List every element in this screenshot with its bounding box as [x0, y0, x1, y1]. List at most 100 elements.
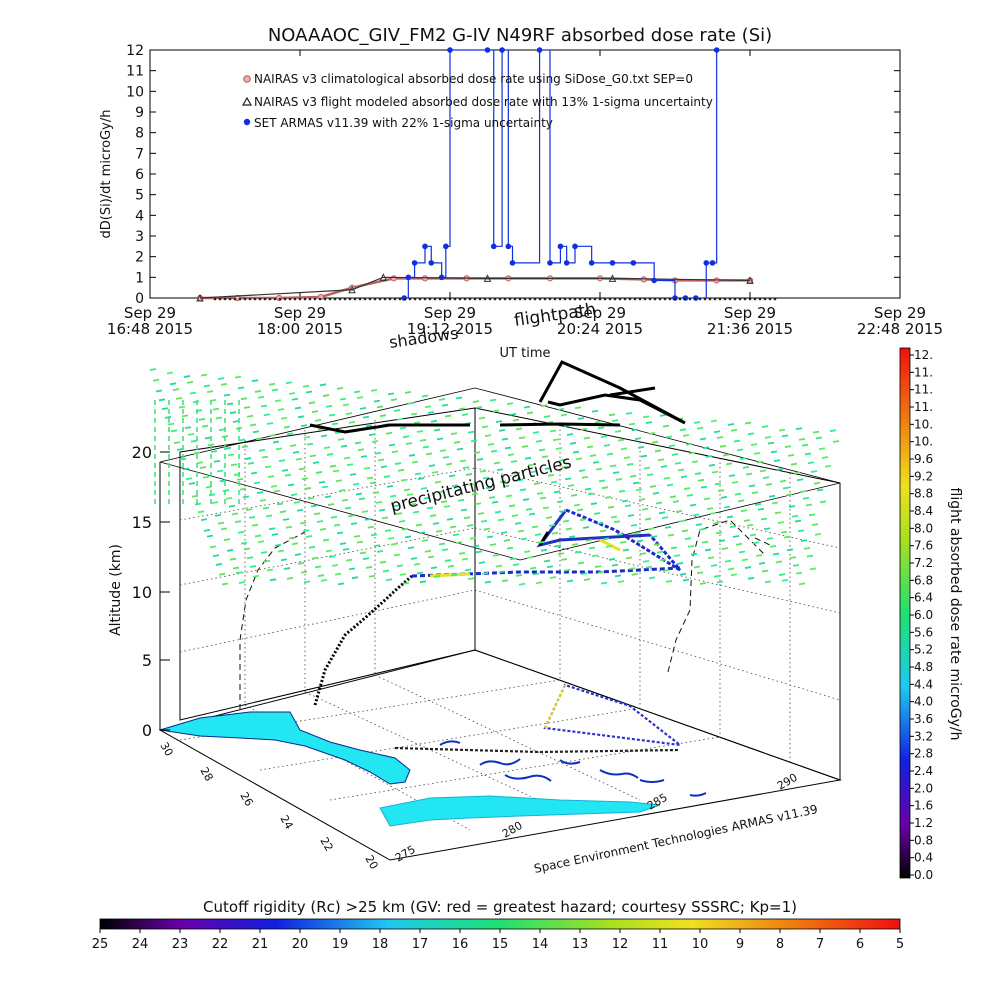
particle-mark: [582, 526, 590, 529]
particle-mark: [303, 580, 311, 584]
particle-mark: [402, 435, 410, 439]
particle-mark: [708, 463, 716, 467]
particle-mark: [463, 516, 471, 520]
particle-mark: [381, 516, 389, 520]
particle-mark: [394, 462, 402, 465]
x-tick-label: 21:36 2015: [707, 320, 793, 338]
particle-mark: [273, 489, 281, 493]
particle-mark: [530, 470, 538, 474]
particle-mark: [326, 453, 334, 456]
particle-mark: [767, 441, 775, 445]
particle-mark: [457, 498, 465, 502]
baseline-point: [253, 297, 257, 301]
particle-mark: [176, 448, 184, 451]
rigidity-colorbar-tick-label: 5: [896, 937, 904, 952]
particle-mark: [181, 414, 189, 418]
particle-mark: [313, 512, 321, 516]
particle-mark: [543, 559, 551, 563]
particle-mark: [809, 567, 817, 571]
particle-mark: [810, 470, 818, 473]
particle-mark: [225, 496, 233, 500]
y-tick-label: 6: [135, 167, 144, 183]
baseline-point: [213, 297, 217, 301]
particle-mark: [461, 413, 469, 416]
particle-mark: [334, 572, 342, 576]
particle-mark: [520, 537, 528, 541]
particle-mark: [584, 487, 592, 491]
longitude-tick-label: 275: [393, 843, 418, 865]
particle-mark: [695, 523, 703, 527]
particle-mark: [373, 399, 381, 403]
armas-point: [563, 260, 570, 266]
baseline-point: [503, 297, 507, 301]
particle-mark: [589, 454, 597, 457]
particle-mark: [808, 513, 816, 517]
baseline-point: [248, 297, 252, 301]
particle-mark: [629, 474, 637, 478]
particle-mark: [742, 465, 750, 469]
particle-mark: [404, 535, 412, 539]
particle-mark: [554, 544, 562, 548]
particle-mark: [612, 471, 620, 475]
particle-mark: [770, 450, 778, 454]
rigidity-colorbar-tick-label: 9: [736, 937, 744, 952]
particle-mark: [730, 573, 738, 577]
particle-mark: [720, 496, 728, 499]
particle-mark: [591, 554, 599, 558]
rigidity-colorbar-tick-label: 18: [372, 937, 389, 952]
particle-mark: [315, 471, 323, 474]
dose-colorbar-tick-label: 4.4: [914, 677, 933, 691]
particle-mark: [549, 429, 557, 433]
particle-mark: [455, 541, 463, 544]
particle-mark: [683, 487, 691, 490]
particle-mark: [601, 486, 609, 490]
altitude-axis-label: Altitude (km): [108, 544, 124, 636]
particle-mark: [345, 558, 353, 562]
particle-mark: [385, 578, 393, 582]
particle-mark: [346, 463, 354, 467]
particle-mark: [420, 487, 428, 490]
particle-mark: [368, 433, 376, 437]
legend: NAIRAS v3 climatological absorbed dose r…: [241, 72, 713, 130]
particle-mark: [442, 455, 450, 459]
baseline-point: [383, 297, 387, 301]
particle-mark: [578, 469, 586, 472]
particle-mark: [362, 415, 370, 419]
particle-mark: [564, 477, 572, 481]
particle-mark: [231, 512, 239, 516]
flight-model-point: [196, 293, 204, 302]
wall-grid: [179, 420, 841, 831]
dose-colorbar-tick-label: 11.: [914, 400, 933, 414]
particle-mark: [528, 512, 536, 516]
baseline-point: [473, 297, 477, 301]
particle-mark: [515, 427, 523, 431]
particle-mark: [781, 578, 789, 582]
armas-point: [536, 47, 543, 53]
particle-mark: [236, 477, 244, 481]
particle-mark: [738, 550, 746, 554]
particle-mark: [403, 488, 411, 492]
particle-mark: [678, 519, 686, 523]
particle-mark: [235, 571, 243, 575]
particle-mark: [513, 471, 521, 475]
particle-mark: [680, 475, 688, 479]
x-tick-label: 18:00 2015: [257, 320, 343, 338]
particle-mark: [575, 457, 583, 461]
particle-mark: [246, 414, 254, 418]
particle-mark: [256, 491, 264, 495]
particle-mark: [498, 429, 506, 432]
particle-mark: [294, 406, 302, 410]
particle-mark: [386, 484, 394, 488]
particle-mark: [735, 542, 743, 546]
particle-mark: [773, 459, 781, 463]
particle-mark: [498, 570, 506, 574]
particle-mark: [385, 431, 393, 435]
particle-mark: [266, 422, 274, 425]
armas-point: [447, 47, 453, 53]
particle-mark: [591, 409, 599, 413]
particle-mark: [304, 487, 312, 490]
particle-mark: [458, 407, 466, 411]
particle-mark: [438, 398, 446, 401]
baseline-point: [443, 297, 447, 301]
